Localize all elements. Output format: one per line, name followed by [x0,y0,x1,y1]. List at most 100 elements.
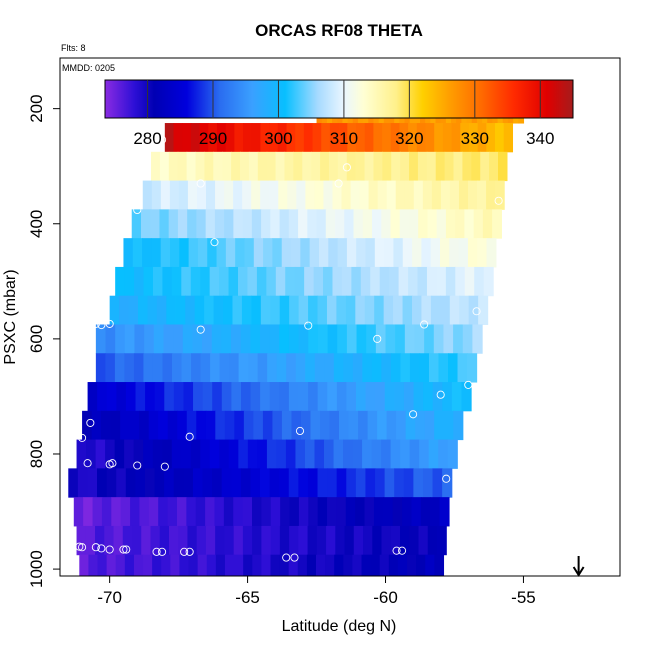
heat-cell [440,238,450,268]
heat-cell [377,180,388,210]
heat-cell [190,266,201,297]
heat-cell [257,439,268,469]
heat-cell [233,180,243,210]
heat-cell [305,353,316,383]
heat-cell [486,180,496,210]
heat-cell [101,497,112,527]
heat-cell [195,151,206,182]
heat-cell [79,554,90,577]
heat-cell [95,439,106,469]
pressure-band [164,123,514,153]
heat-cell [234,410,245,441]
heat-cell [221,468,232,498]
heat-cell [215,554,226,577]
heat-cell [150,209,161,239]
heat-cell [260,382,271,412]
heat-cell [348,410,359,441]
heat-cell [298,525,309,556]
heat-cell [86,439,97,469]
observation-point [108,459,117,468]
heat-cell [173,324,184,354]
heat-cell [308,295,319,325]
heat-cell [326,295,338,325]
heat-cell [168,209,179,239]
observation-point [86,418,95,427]
heat-cell [464,266,475,297]
heat-cell [262,410,274,441]
heat-cell [179,554,190,577]
heat-cell [251,123,262,153]
heat-cell [95,324,107,354]
heat-cell [242,497,253,527]
heat-cell [374,238,385,268]
heat-cell [460,123,470,153]
heat-cell [215,525,226,556]
heat-cell [421,295,432,325]
heat-cell [284,151,294,182]
heat-cell [158,410,169,441]
x-tick-label: -65 [235,588,260,607]
heat-cell [336,295,347,325]
heat-cell [303,123,314,153]
heat-cell [205,410,216,441]
observation-point [334,179,343,188]
heat-cell [353,209,364,239]
heat-cell [269,382,280,412]
heat-cell [350,180,361,210]
heat-cell [167,497,178,527]
heat-cell [250,382,261,412]
pressure-band [87,382,472,412]
heat-cell [250,324,261,354]
heat-cell [300,238,311,268]
observation-point [436,390,445,399]
heat-cell [222,151,232,182]
heat-cell [175,295,186,325]
heat-cell [408,123,418,153]
observation-point [158,547,167,556]
heat-cell [192,324,203,354]
heat-cell [335,209,345,239]
heat-cell [196,180,207,210]
heat-cell [337,151,348,182]
heat-cell [443,324,454,354]
heat-cell [391,151,401,182]
heat-cell [364,497,375,527]
heat-cell [327,468,338,498]
heat-cell [430,295,441,325]
heat-cell [95,525,105,556]
heat-cell [327,324,338,354]
heat-cell [327,382,338,412]
heat-cell [316,209,327,239]
observation-point [75,542,84,551]
heat-cell [467,353,478,383]
heat-cell [419,353,430,383]
heat-cell [167,410,178,441]
heat-cell [279,295,290,325]
observation-point [180,547,189,556]
heat-cell [261,209,271,239]
heat-cell [442,123,453,153]
heat-cell [307,525,318,556]
colorbar-tick-label: 330 [461,129,489,148]
heat-cell [195,497,206,527]
heat-cell [393,238,404,268]
heat-cell [371,439,382,469]
heat-cell [409,151,419,182]
heat-cell [453,324,464,354]
heat-cell [480,151,490,182]
heat-cell [375,468,386,498]
heat-cell [163,324,174,354]
heat-cell [240,382,252,412]
heat-cell [414,324,425,354]
heat-cell [196,209,207,239]
heat-cell [124,439,135,469]
heat-cell [468,295,479,325]
heat-cell [449,180,460,210]
heat-cell [286,123,296,153]
heat-cell [234,554,244,577]
heat-cell [205,497,216,527]
heat-cell [296,180,306,210]
heat-cell [260,468,271,498]
heat-cell [244,238,255,268]
heat-cell [83,497,94,527]
